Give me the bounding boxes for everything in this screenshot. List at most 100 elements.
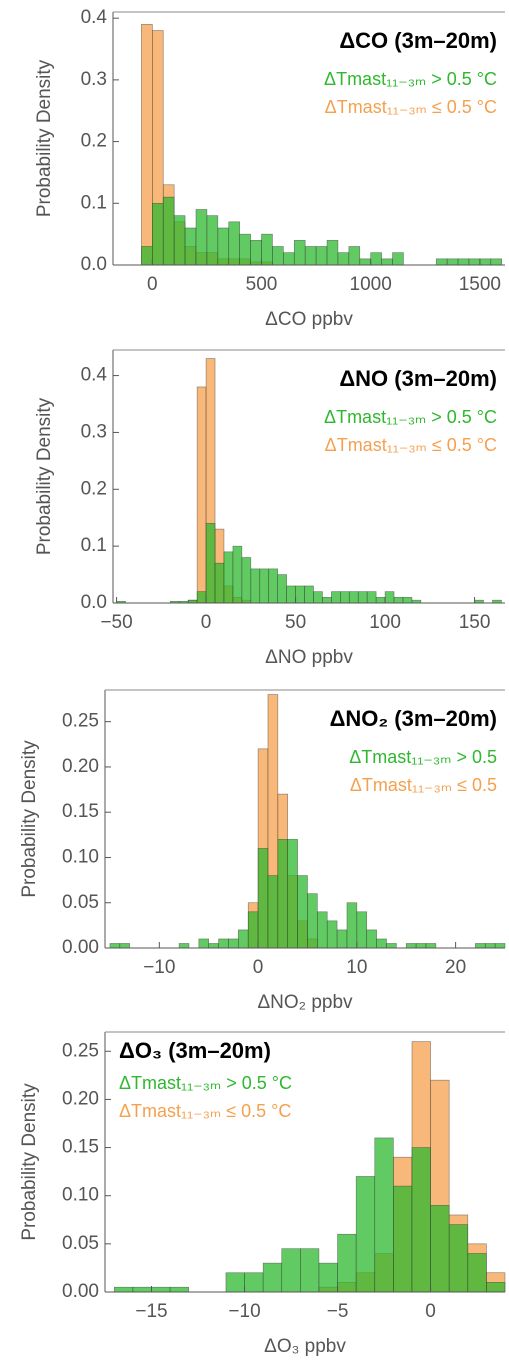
histogram-bar — [205, 523, 216, 604]
y-tick-label: 0.05 — [62, 1233, 99, 1254]
x-tick-label: 100 — [369, 612, 401, 633]
histogram-bar — [250, 240, 262, 266]
histogram-bar — [392, 252, 404, 266]
histogram-bar — [337, 252, 350, 266]
x-tick-label: 150 — [459, 612, 491, 633]
histogram-bar — [393, 1185, 413, 1293]
histogram-bar — [479, 258, 492, 266]
legend-entry: ΔTmast₁₁₋₃ₘ ≤ 0.5 °C — [325, 97, 497, 117]
histogram-bar — [195, 209, 208, 266]
histogram-bar — [178, 943, 190, 949]
histogram-bar — [295, 585, 305, 604]
y-axis-label: Probability Density — [34, 397, 55, 555]
histogram-bar — [366, 929, 377, 949]
histogram-bar — [277, 574, 287, 604]
histogram-bar — [393, 597, 404, 604]
histogram-bar — [475, 943, 486, 949]
histogram-bar — [198, 938, 210, 949]
histogram-bar — [268, 568, 278, 604]
y-axis-label: Probability Density — [19, 740, 40, 898]
histogram-bar — [336, 929, 348, 949]
x-tick-label: −5 — [327, 1301, 349, 1322]
histogram-bar — [250, 568, 261, 604]
histogram-bar — [261, 233, 273, 266]
histogram-bar — [214, 562, 225, 604]
histogram-bar — [467, 1253, 487, 1293]
histogram-bar — [340, 591, 350, 604]
y-axis-label: Probability Density — [34, 59, 55, 217]
y-tick-label: 0.10 — [62, 846, 99, 867]
histogram-bar — [484, 943, 496, 949]
histogram-bar — [425, 943, 437, 949]
y-tick-label: 0.1 — [81, 535, 107, 556]
histogram-bar — [366, 591, 377, 604]
histogram-bar — [331, 591, 341, 604]
chart-title: ΔCO (3m–20m) — [339, 28, 497, 53]
x-tick-label: −15 — [135, 1301, 167, 1322]
legend-entry: ΔTmast₁₁₋₃ₘ ≤ 0.5 °C — [119, 1101, 291, 1121]
histogram-bar — [114, 1286, 134, 1293]
histogram-bar — [318, 1262, 338, 1293]
legend-entry: ΔTmast₁₁₋₃ₘ > 0.5 °C — [324, 69, 497, 89]
histogram-bar — [277, 839, 289, 949]
histogram-bar — [326, 920, 338, 949]
histogram-bar — [494, 943, 506, 949]
histogram-bar — [348, 591, 359, 604]
x-tick-label: 0 — [147, 274, 158, 295]
histogram-bar — [300, 1248, 320, 1293]
histogram-bar — [141, 24, 153, 266]
histogram-bar — [446, 258, 459, 266]
chart-title: ΔNO₂ (3m–20m) — [330, 706, 497, 731]
x-axis-label: ΔNO₂ ppbv — [257, 992, 353, 1013]
histogram-bar — [257, 848, 269, 949]
y-tick-label: 0.0 — [81, 592, 107, 613]
histogram-bar — [370, 252, 382, 266]
y-tick-label: 0.4 — [81, 7, 108, 28]
histogram-bar — [490, 258, 503, 266]
legend-entry: ΔTmast₁₁₋₃ₘ > 0.5 °C — [324, 407, 497, 427]
histogram-bar — [223, 551, 234, 604]
histogram-bar — [196, 591, 207, 604]
y-axis-label: Probability Density — [19, 1083, 40, 1241]
histogram-bar — [228, 221, 240, 266]
histogram-bar — [162, 196, 175, 266]
x-tick-label: −50 — [100, 612, 132, 633]
histogram-bar — [337, 1233, 357, 1293]
histogram-bar — [283, 252, 295, 266]
histogram-bar — [357, 591, 368, 604]
histogram-bar — [132, 1286, 152, 1293]
histogram-bar — [348, 246, 361, 266]
x-tick-label: 20 — [445, 957, 466, 978]
histogram-bar — [313, 591, 323, 604]
histogram-bar — [322, 597, 332, 604]
histogram-bar — [259, 568, 270, 604]
y-tick-label: 0.2 — [81, 131, 107, 152]
histogram-bar — [402, 597, 413, 604]
histogram-bar — [228, 938, 239, 949]
histogram-bar — [241, 557, 252, 604]
histogram-bar — [109, 943, 121, 949]
histogram-bar — [184, 227, 197, 266]
legend-entry: ΔTmast₁₁₋₃ₘ ≤ 0.5 °C — [325, 435, 497, 455]
x-tick-label: 10 — [346, 957, 367, 978]
histogram-bar — [238, 929, 249, 949]
histogram-bar — [225, 1272, 245, 1293]
x-tick-label: 1000 — [350, 274, 392, 295]
y-tick-label: 0.15 — [62, 801, 99, 822]
histogram-bar — [315, 246, 328, 266]
histogram-bar — [386, 943, 397, 949]
histogram-bar — [239, 233, 251, 266]
histogram-bar — [119, 943, 130, 949]
histogram-bar — [208, 943, 219, 949]
histogram-bar — [304, 246, 317, 266]
histogram-bar — [287, 839, 298, 949]
legend-entry: ΔTmast₁₁₋₃ₘ > 0.5 °C — [119, 1073, 292, 1093]
y-tick-label: 0.25 — [62, 1040, 99, 1061]
histogram-bar — [356, 911, 368, 949]
x-tick-label: −10 — [143, 957, 175, 978]
y-tick-label: 0.1 — [81, 192, 107, 213]
x-tick-label: 500 — [246, 274, 278, 295]
histogram-bar — [206, 215, 219, 266]
histogram-bar — [217, 227, 230, 266]
